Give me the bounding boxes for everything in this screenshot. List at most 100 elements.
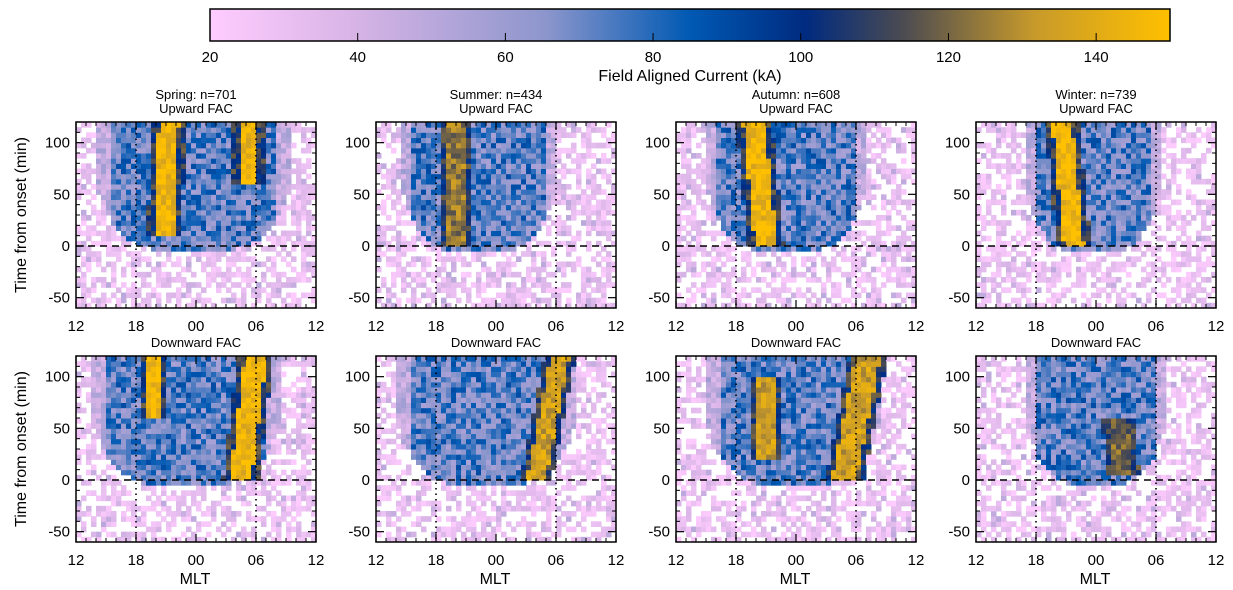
y-tick-label: -50 xyxy=(48,524,70,541)
y-tick-label: 100 xyxy=(345,135,370,152)
colorbar-tick-label: 140 xyxy=(1084,49,1109,66)
colorbar: 20 40 60 80 100 120 140 Field Aligned Current … xyxy=(202,8,1171,85)
heatmap-cells xyxy=(76,356,316,542)
y-tick-label: 100 xyxy=(45,369,70,386)
panel-title-fac: Downward FAC xyxy=(451,335,541,350)
x-tick-label: 00 xyxy=(1088,318,1105,335)
panel-title-season: Autumn: n=608 xyxy=(752,87,841,102)
x-tick-label: 06 xyxy=(1148,552,1165,569)
panel-title-fac: Upward FAC xyxy=(759,101,833,116)
y-tick-label: 50 xyxy=(653,186,670,203)
y-tick-label: 0 xyxy=(662,472,670,489)
y-tick-label: 0 xyxy=(362,238,370,255)
y-tick-label: 50 xyxy=(53,420,70,437)
panel-8: 12 18 00 06 12 100 50 0 -50 Downward FAC xyxy=(945,335,1224,569)
x-tick-label: 00 xyxy=(488,318,505,335)
y-tick-label: 50 xyxy=(953,186,970,203)
x-tick-label: 06 xyxy=(248,552,265,569)
heatmap-cells xyxy=(976,356,1216,542)
panel-title-fac: Upward FAC xyxy=(159,101,233,116)
panel-title-fac: Downward FAC xyxy=(151,335,241,350)
colorbar-tick-label: 120 xyxy=(936,49,961,66)
y-tick-label: 50 xyxy=(353,420,370,437)
x-tick-label: 12 xyxy=(1208,552,1225,569)
colorbar-tick-label: 60 xyxy=(497,49,514,66)
panel-title-season: Winter: n=739 xyxy=(1055,87,1136,102)
colorbar-tick-label: 100 xyxy=(788,49,813,66)
heatmap-cells xyxy=(376,122,616,308)
x-tick-label: 18 xyxy=(728,552,745,569)
panel-title-fac: Upward FAC xyxy=(459,101,533,116)
x-tick-label: 12 xyxy=(68,552,85,569)
heatmap-cells xyxy=(976,122,1216,308)
x-axis-label-3: MLT xyxy=(780,571,811,588)
y-tick-label: 0 xyxy=(962,238,970,255)
y-tick-label: 50 xyxy=(653,420,670,437)
heatmap-cells xyxy=(676,122,916,308)
x-tick-label: 00 xyxy=(788,318,805,335)
y-tick-label: 0 xyxy=(362,472,370,489)
x-tick-label: 12 xyxy=(908,318,925,335)
x-tick-label: 18 xyxy=(128,552,145,569)
y-tick-label: 0 xyxy=(662,238,670,255)
y-tick-label: -50 xyxy=(948,524,970,541)
colorbar-tick-label: 20 xyxy=(202,49,219,66)
panel-6: 12 18 00 06 12 100 50 0 -50 Downward FAC xyxy=(345,335,624,569)
x-tick-label: 00 xyxy=(188,552,205,569)
x-axis-label-2: MLT xyxy=(480,571,511,588)
y-tick-label: 50 xyxy=(353,186,370,203)
panel-7: 12 18 00 06 12 100 50 0 -50 Downward FAC xyxy=(645,335,924,569)
y-tick-label: 0 xyxy=(62,472,70,489)
x-tick-label: 12 xyxy=(368,552,385,569)
x-tick-label: 12 xyxy=(1208,318,1225,335)
heatmap-cells xyxy=(376,356,616,542)
x-tick-label: 12 xyxy=(68,318,85,335)
x-axis-label-4: MLT xyxy=(1080,571,1111,588)
panel-title-season: Spring: n=701 xyxy=(155,87,236,102)
y-tick-label: -50 xyxy=(948,290,970,307)
panel-5: 12 18 00 06 12 100 50 0 -50 Downward FAC xyxy=(45,335,324,569)
x-tick-label: 12 xyxy=(308,318,325,335)
colorbar-tick-label: 80 xyxy=(645,49,662,66)
x-tick-label: 18 xyxy=(1028,318,1045,335)
y-tick-label: 100 xyxy=(645,369,670,386)
y-tick-label: -50 xyxy=(648,524,670,541)
y-tick-label: 0 xyxy=(962,472,970,489)
y-axis-label-top: Time from onset (min) xyxy=(13,137,30,293)
y-tick-label: 100 xyxy=(945,369,970,386)
x-tick-label: 06 xyxy=(548,552,565,569)
x-tick-label: 12 xyxy=(668,552,685,569)
x-tick-label: 06 xyxy=(548,318,565,335)
x-tick-label: 00 xyxy=(188,318,205,335)
x-tick-label: 00 xyxy=(1088,552,1105,569)
y-tick-label: -50 xyxy=(348,524,370,541)
y-tick-label: 50 xyxy=(953,420,970,437)
colorbar-gradient xyxy=(209,8,1171,42)
colorbar-ticks: 20 40 60 80 100 120 140 xyxy=(202,33,1109,66)
x-axis-label-1: MLT xyxy=(180,571,211,588)
x-tick-label: 18 xyxy=(1028,552,1045,569)
x-tick-label: 00 xyxy=(488,552,505,569)
colorbar-tick-label: 40 xyxy=(349,49,366,66)
x-tick-label: 12 xyxy=(608,552,625,569)
heatmap-cells xyxy=(676,356,916,542)
x-tick-label: 06 xyxy=(248,318,265,335)
x-tick-label: 18 xyxy=(428,552,445,569)
x-tick-label: 12 xyxy=(968,318,985,335)
x-tick-label: 18 xyxy=(128,318,145,335)
x-tick-label: 06 xyxy=(848,552,865,569)
panel-title-fac: Upward FAC xyxy=(1059,101,1133,116)
x-tick-label: 12 xyxy=(668,318,685,335)
heatmap-cells xyxy=(76,122,316,308)
x-tick-label: 18 xyxy=(428,318,445,335)
x-tick-label: 12 xyxy=(608,318,625,335)
y-tick-label: -50 xyxy=(648,290,670,307)
x-tick-label: 18 xyxy=(728,318,745,335)
y-tick-label: 50 xyxy=(53,186,70,203)
y-tick-label: 100 xyxy=(945,135,970,152)
